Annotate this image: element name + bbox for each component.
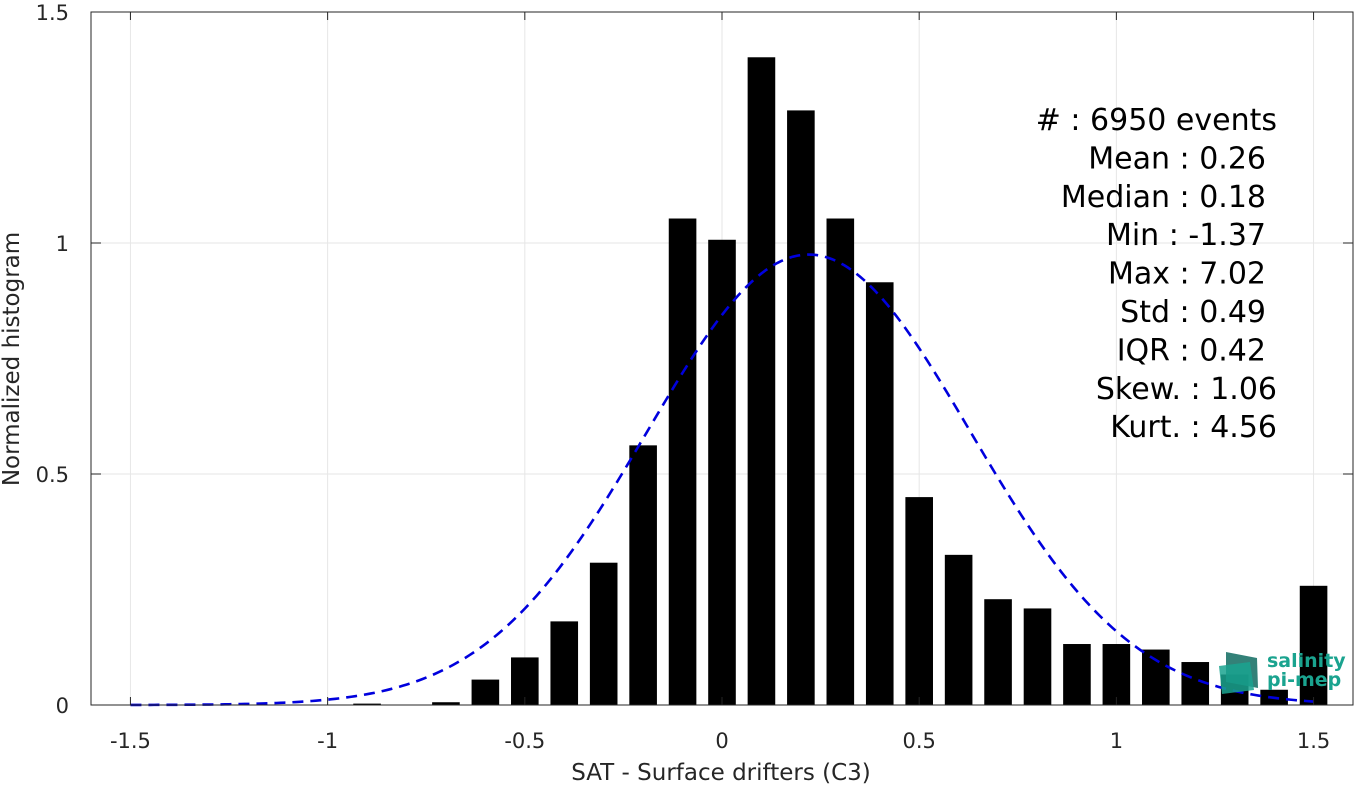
stats-line: Std : 0.49 xyxy=(1120,295,1266,330)
x-tick-label: 0.5 xyxy=(902,729,935,753)
stats-line: # : 6950 events xyxy=(1036,103,1277,138)
histogram-bar xyxy=(865,282,894,705)
stats-line: Min : -1.37 xyxy=(1106,218,1266,253)
ticks xyxy=(91,11,1353,706)
y-tick-label: 1.5 xyxy=(36,1,69,25)
y-tick-labels: 0 0.5 1 1.5 xyxy=(36,1,69,718)
x-tick-label: -1 xyxy=(317,729,338,753)
salinity-pi-mep-logo: salinity pi-mep xyxy=(1219,650,1346,694)
histogram-bar xyxy=(432,702,460,705)
histogram-bar xyxy=(1299,585,1328,705)
histogram-bar xyxy=(944,554,973,705)
histogram-bar xyxy=(787,110,815,705)
histogram-bar xyxy=(668,218,697,705)
histogram-bar xyxy=(708,239,736,706)
x-tick-label: 1.5 xyxy=(1297,729,1330,753)
histogram-bar xyxy=(589,562,618,705)
stats-line: Mean : 0.26 xyxy=(1088,141,1266,176)
histogram-bar xyxy=(1142,649,1170,705)
histogram-bar xyxy=(1102,644,1131,705)
histogram-bar xyxy=(629,445,657,705)
histogram-bar xyxy=(471,679,500,705)
x-tick-label: 1 xyxy=(1110,729,1123,753)
stats-line: Max : 7.02 xyxy=(1108,257,1266,292)
x-tick-labels: -1.5 -1 -0.5 0 0.5 1 1.5 xyxy=(110,729,1330,753)
stats-line: IQR : 0.42 xyxy=(1117,333,1266,368)
histogram-bar xyxy=(984,599,1012,705)
x-tick-label: -1.5 xyxy=(110,729,151,753)
x-axis-label: SAT - Surface drifters (C3) xyxy=(571,760,871,785)
gaussian-fit-curve xyxy=(130,253,1314,707)
logo-line2: pi-mep xyxy=(1267,669,1341,691)
histogram-bar xyxy=(1063,644,1091,705)
y-tick-label: 0 xyxy=(56,694,69,718)
x-tick-label: 0 xyxy=(715,729,728,753)
y-tick-label: 1 xyxy=(56,232,69,256)
histogram-bar xyxy=(826,218,855,705)
logo-shape-front xyxy=(1219,662,1254,694)
y-axis-label: Normalized histogram xyxy=(0,232,25,486)
stats-line: Median : 0.18 xyxy=(1061,180,1266,215)
histogram-bar xyxy=(550,621,579,705)
histogram-bar xyxy=(1023,608,1052,705)
histogram-bar xyxy=(353,703,381,705)
histogram-bar xyxy=(905,497,933,705)
y-tick-label: 0.5 xyxy=(36,463,69,487)
bars xyxy=(353,57,1328,706)
logo-line1: salinity xyxy=(1267,650,1346,672)
histogram-bar xyxy=(747,57,776,705)
stats-line: Skew. : 1.06 xyxy=(1096,372,1277,407)
x-tick-label: -0.5 xyxy=(504,729,545,753)
stats-line: Kurt. : 4.56 xyxy=(1110,410,1277,445)
